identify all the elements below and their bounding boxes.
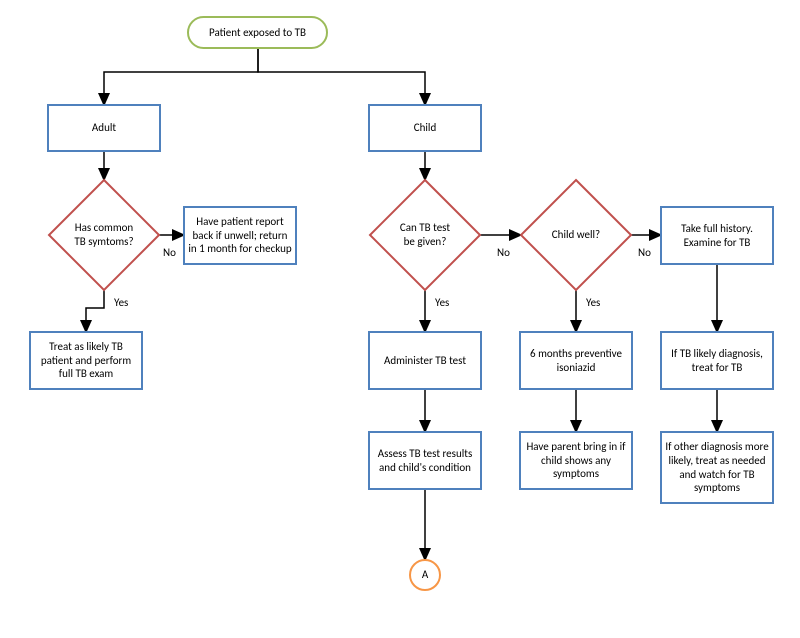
node-admin (369, 332, 481, 389)
node-adult_yes (30, 332, 142, 389)
node-assess (369, 432, 481, 489)
node-child (369, 105, 481, 151)
node-parent (520, 432, 632, 489)
edge-label: Yes (435, 296, 449, 309)
flowchart-canvas (0, 0, 800, 638)
flowchart-edge (258, 48, 425, 105)
edge-label: No (497, 246, 510, 259)
edge-label: No (638, 246, 651, 259)
edge-label: Yes (114, 296, 128, 309)
node-treat_tb (661, 332, 773, 389)
node-adult (48, 105, 160, 151)
flowchart-edge (86, 290, 104, 332)
node-adult_dec (49, 180, 159, 290)
node-start (188, 17, 327, 48)
node-conn_a (410, 560, 440, 590)
node-other_dx (661, 432, 773, 503)
node-sixmo (520, 332, 632, 389)
flowchart-edge (104, 48, 258, 105)
edge-label: No (163, 246, 176, 259)
node-well_dec (521, 180, 631, 290)
node-child_dec (370, 180, 480, 290)
edge-label: Yes (586, 296, 600, 309)
node-adult_no (184, 207, 296, 264)
node-take_hist (661, 207, 773, 264)
